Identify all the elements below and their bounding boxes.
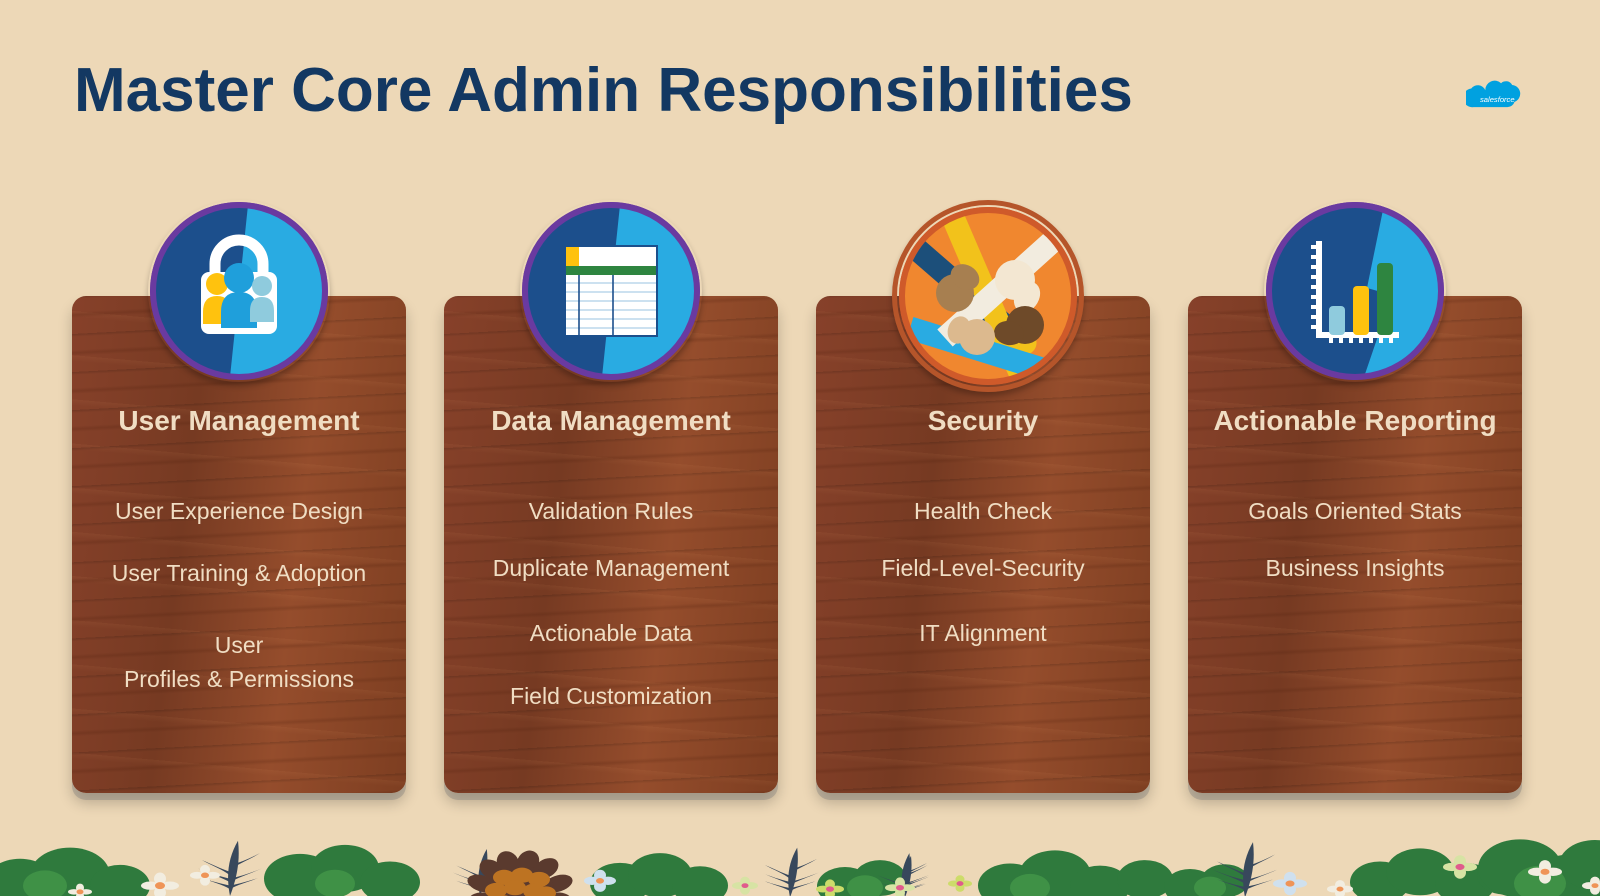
svg-text:salesforce: salesforce — [1480, 95, 1515, 104]
